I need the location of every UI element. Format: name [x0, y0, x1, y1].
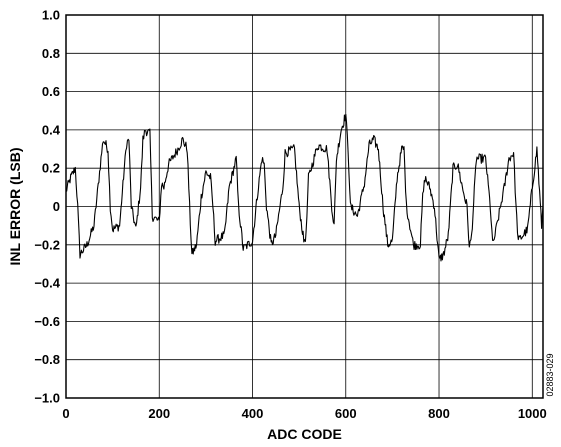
y-axis-tick-labels: 1.0 0.8 0.6 0.4 0.2 0 −0.2 −0.4 −0.6 −0.8 −1.0: [34, 8, 60, 406]
inl-error-series-line: [65, 113, 544, 262]
x-axis-title: ADC CODE: [267, 426, 342, 442]
y-tick-label: −0.8: [34, 352, 60, 367]
y-tick-label: −1.0: [34, 391, 60, 406]
y-tick-label: 0.4: [42, 122, 61, 137]
y-tick-label: 0.2: [42, 161, 60, 176]
y-tick-label: −0.2: [34, 237, 60, 252]
y-tick-label: 0.6: [42, 84, 60, 99]
x-tick-label: 0: [62, 406, 69, 421]
y-axis-title: INL ERROR (LSB): [7, 148, 23, 266]
y-tick-label: 1.0: [42, 8, 60, 23]
plot-frame: [65, 14, 544, 399]
y-tick-label: −0.4: [34, 276, 60, 291]
y-tick-label: 0: [53, 199, 60, 214]
x-tick-label: 1000: [518, 406, 547, 421]
x-tick-label: 800: [428, 406, 450, 421]
figure-id-label: 02883-029: [545, 353, 555, 396]
x-tick-label: 600: [335, 406, 357, 421]
x-axis-tick-labels: 0 200 400 600 800 1000: [62, 406, 546, 421]
grid-lines: [66, 15, 543, 398]
x-tick-label: 200: [148, 406, 170, 421]
y-tick-label: −0.6: [34, 314, 60, 329]
y-tick-label: 0.8: [42, 46, 60, 61]
x-tick-label: 400: [242, 406, 264, 421]
